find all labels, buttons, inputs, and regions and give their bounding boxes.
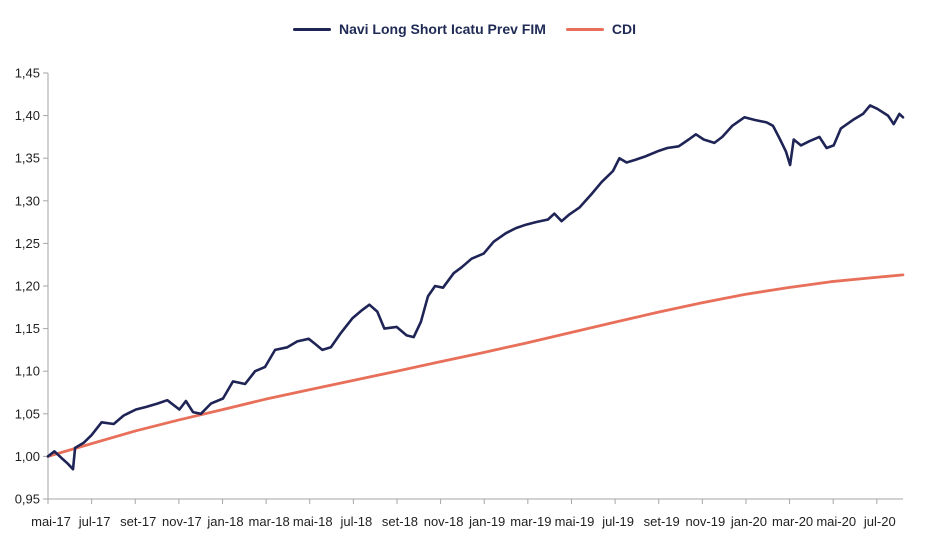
legend-label-cdi: CDI: [611, 21, 637, 37]
series-line-cdi: [46, 273, 905, 458]
x-tick-label: set-18: [382, 514, 418, 529]
x-tick-label: mai-17: [31, 514, 71, 529]
y-tick-label: 1,15: [15, 321, 40, 336]
x-tick-label: mar-18: [249, 514, 290, 529]
x-tick-label: nov-19: [685, 514, 725, 529]
y-tick-label: 1,40: [15, 108, 40, 123]
legend-swatch-cdi: [565, 27, 604, 31]
x-tick-label: mar-19: [510, 514, 551, 529]
series-line-navi: [46, 104, 905, 471]
x-axis: mai-17 jul-17 set-17 nov-17 jan-18 mar-18 mai-…: [31, 498, 903, 529]
y-axis: 0,95 1,00 1,05 1,10 1,15 1,20 1,25 1,30 1,35 1,40…: [15, 66, 49, 507]
y-tick-label: 1,35: [15, 151, 40, 166]
y-tick-label: 1,30: [15, 193, 40, 208]
y-tick-label: 1,00: [15, 449, 40, 464]
legend-item-navi: Navi Long Short Icatu Prev FIM: [292, 21, 546, 37]
y-tick-label: 1,05: [15, 406, 40, 421]
y-tick-label: 1,10: [15, 364, 40, 379]
x-tick-label: mai-19: [555, 514, 595, 529]
x-tick-label: jan-20: [730, 514, 767, 529]
series-layer: [46, 104, 905, 471]
y-tick-label: 0,95: [15, 492, 40, 507]
x-tick-label: jul-18: [339, 514, 372, 529]
x-tick-label: jul-19: [601, 514, 634, 529]
x-tick-label: jan-19: [468, 514, 505, 529]
legend-swatch-navi: [292, 27, 331, 31]
x-tick-label: mai-18: [293, 514, 333, 529]
x-tick-label: jul-20: [863, 514, 896, 529]
legend-item-cdi: CDI: [565, 21, 637, 37]
x-tick-label: mar-20: [772, 514, 813, 529]
legend: Navi Long Short Icatu Prev FIM CDI: [0, 18, 929, 40]
y-tick-label: 1,45: [15, 66, 40, 81]
y-tick-label: 1,20: [15, 279, 40, 294]
x-tick-label: jan-18: [206, 514, 243, 529]
x-tick-label: set-17: [120, 514, 156, 529]
x-tick-label: mai-20: [816, 514, 856, 529]
x-tick-label: nov-17: [162, 514, 202, 529]
y-tick-label: 1,25: [15, 236, 40, 251]
x-tick-label: jul-17: [78, 514, 111, 529]
x-tick-label: nov-18: [424, 514, 464, 529]
legend-label-navi: Navi Long Short Icatu Prev FIM: [338, 21, 546, 37]
x-tick-label: set-19: [644, 514, 680, 529]
